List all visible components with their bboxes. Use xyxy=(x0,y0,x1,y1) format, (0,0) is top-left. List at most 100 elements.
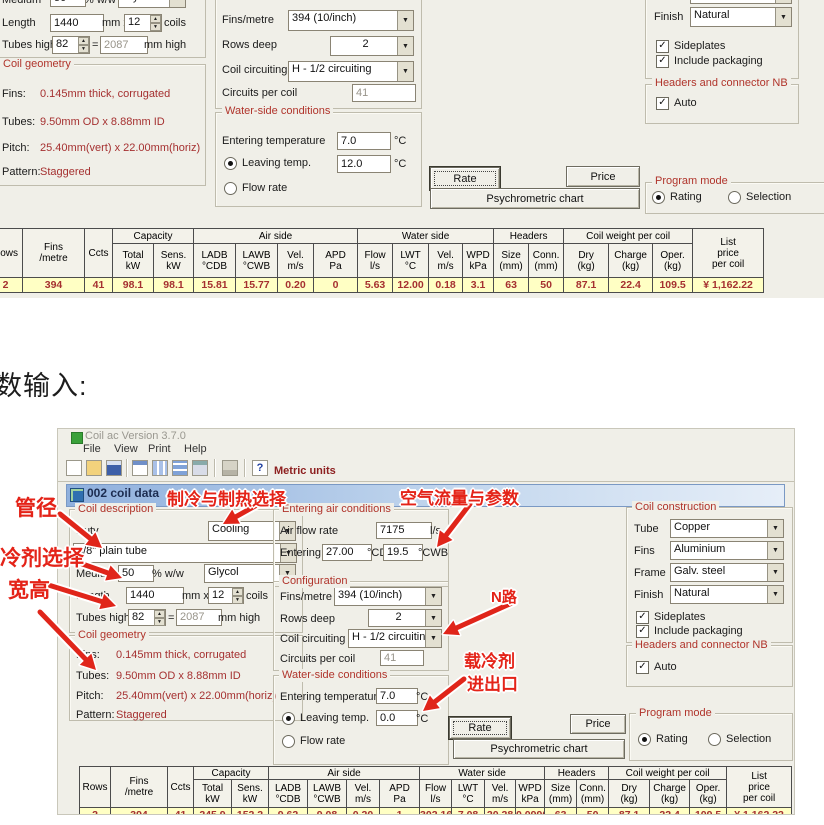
entering-temp-input[interactable]: 7.0 xyxy=(376,688,418,704)
entering-db-input[interactable]: 27.00 xyxy=(322,544,372,561)
menu-help[interactable]: Help xyxy=(184,443,207,455)
sideplates-checkbox[interactable]: ✓ Sideplates xyxy=(656,40,725,53)
frame-select[interactable]: Galv. steel ▼ xyxy=(670,563,784,582)
tubes-high-stepper[interactable]: 82 ▲ ▼ xyxy=(52,36,90,54)
save-icon[interactable] xyxy=(106,460,122,476)
fins-metre-select[interactable]: 394 (10/inch) ▼ xyxy=(334,587,442,606)
leaving-temp-radio[interactable]: Leaving temp. xyxy=(282,712,369,725)
leaving-temp-input[interactable]: 12.0 xyxy=(337,155,391,173)
grid-icon[interactable] xyxy=(172,460,188,476)
radio-on-icon[interactable] xyxy=(638,733,651,746)
checkmark-icon[interactable]: ✓ xyxy=(636,661,649,674)
new-icon[interactable] xyxy=(66,460,82,476)
tubes-high-stepper[interactable]: 82 ▲ ▼ xyxy=(128,609,166,626)
radio-off-icon[interactable] xyxy=(224,182,237,195)
medium-input[interactable]: 50 xyxy=(118,565,154,582)
coils-stepper[interactable]: 12 ▲ ▼ xyxy=(208,587,244,604)
radio-on-icon[interactable] xyxy=(224,157,237,170)
menu-print[interactable]: Print xyxy=(148,443,171,455)
radio-off-icon[interactable] xyxy=(282,735,295,748)
medium-input[interactable]: 50 xyxy=(50,0,86,7)
auto-checkbox[interactable]: ✓ Auto xyxy=(656,97,697,110)
flow-rate-radio[interactable]: Flow rate xyxy=(282,735,345,748)
open-icon[interactable] xyxy=(86,460,102,476)
spinner-down-icon[interactable]: ▼ xyxy=(154,618,165,626)
checkmark-icon[interactable]: ✓ xyxy=(656,55,669,68)
tube-select[interactable]: Copper ▼ xyxy=(670,519,784,538)
sideplates-checkbox[interactable]: ✓ Sideplates xyxy=(636,611,705,624)
chevron-down-icon[interactable]: ▼ xyxy=(397,37,413,55)
rows-deep-select[interactable]: 2 ▼ xyxy=(330,36,414,56)
rating-radio[interactable]: Rating xyxy=(638,733,688,746)
menu-view[interactable]: View xyxy=(114,443,138,455)
spinner-down-icon[interactable]: ▼ xyxy=(78,45,89,53)
leaving-temp-input[interactable]: 0.0 xyxy=(376,710,418,726)
radio-on-icon[interactable] xyxy=(282,712,295,725)
chevron-down-icon[interactable]: ▼ xyxy=(280,544,296,562)
coil-circuiting-select[interactable]: H - 1/2 circuiting ▼ xyxy=(288,61,414,82)
chevron-down-icon[interactable]: ▼ xyxy=(767,586,783,603)
tube-type-select[interactable]: 3/8" plain tube ▼ xyxy=(73,543,297,563)
radio-on-icon[interactable] xyxy=(652,191,665,204)
chevron-down-icon[interactable]: ▼ xyxy=(775,0,791,3)
packaging-checkbox[interactable]: ✓ Include packaging xyxy=(656,55,763,68)
chevron-down-icon[interactable]: ▼ xyxy=(397,62,413,81)
checkmark-icon[interactable]: ✓ xyxy=(636,625,649,638)
rate-button[interactable]: Rate xyxy=(449,717,511,739)
packaging-checkbox[interactable]: ✓ Include packaging xyxy=(636,625,743,638)
fins-metre-select[interactable]: 394 (10/inch) ▼ xyxy=(288,10,414,31)
length-input[interactable]: 1440 xyxy=(126,587,184,604)
print-icon[interactable] xyxy=(222,460,238,476)
finish-select[interactable]: Natural ▼ xyxy=(670,585,784,604)
entering-wb-input[interactable]: 19.5 xyxy=(383,544,423,561)
spinner-down-icon[interactable]: ▼ xyxy=(150,23,161,31)
air-flow-input[interactable]: 7175 xyxy=(376,522,432,539)
chevron-down-icon[interactable]: ▼ xyxy=(767,542,783,559)
chevron-down-icon[interactable]: ▼ xyxy=(425,610,441,626)
rows-deep-select[interactable]: 2 ▼ xyxy=(368,609,442,627)
checkmark-icon[interactable]: ✓ xyxy=(656,40,669,53)
coil-circuiting-select[interactable]: H - 1/2 circuiting ▼ xyxy=(348,629,442,648)
psychrometric-button[interactable]: Psychrometric chart xyxy=(453,739,625,759)
spinner-up-icon[interactable]: ▲ xyxy=(154,610,165,618)
window-icon[interactable] xyxy=(132,460,148,476)
chevron-down-icon[interactable]: ▼ xyxy=(279,522,295,540)
length-input[interactable]: 1440 xyxy=(50,14,104,32)
finish-select[interactable]: Natural ▼ xyxy=(690,7,792,27)
table-row[interactable]: 2 394 41 245.9 152.2 9.62 9.08 0.20 1 30… xyxy=(79,807,793,814)
coils-stepper[interactable]: 12 ▲ ▼ xyxy=(124,14,162,32)
table-icon[interactable] xyxy=(152,460,168,476)
spinner-down-icon[interactable]: ▼ xyxy=(232,596,243,604)
spinner-up-icon[interactable]: ▲ xyxy=(232,588,243,596)
flow-rate-radio[interactable]: Flow rate xyxy=(224,182,287,195)
chevron-down-icon[interactable]: ▼ xyxy=(767,520,783,537)
rate-button[interactable]: Rate xyxy=(430,167,500,190)
table-row[interactable]: 2 394 41 98.1 98.1 15.81 15.77 0.20 0 5.… xyxy=(0,277,765,293)
checkmark-icon[interactable]: ✓ xyxy=(656,97,669,110)
rating-radio[interactable]: Rating xyxy=(652,191,702,204)
chevron-down-icon[interactable]: ▼ xyxy=(425,588,441,605)
auto-checkbox[interactable]: ✓ Auto xyxy=(636,661,677,674)
chevron-down-icon[interactable]: ▼ xyxy=(767,564,783,581)
selection-radio[interactable]: Selection xyxy=(728,191,791,204)
chevron-down-icon[interactable]: ▼ xyxy=(397,11,413,30)
report-icon[interactable] xyxy=(192,460,208,476)
selection-radio[interactable]: Selection xyxy=(708,733,771,746)
psychrometric-button[interactable]: Psychrometric chart xyxy=(430,188,640,209)
chevron-down-icon[interactable]: ▼ xyxy=(169,0,185,7)
price-button[interactable]: Price xyxy=(570,714,626,734)
entering-temp-input[interactable]: 7.0 xyxy=(337,132,391,150)
spinner-up-icon[interactable]: ▲ xyxy=(78,37,89,45)
help-icon[interactable]: ? xyxy=(252,460,268,476)
chevron-down-icon[interactable]: ▼ xyxy=(775,8,791,26)
radio-off-icon[interactable] xyxy=(728,191,741,204)
spinner-up-icon[interactable]: ▲ xyxy=(150,15,161,23)
chevron-down-icon[interactable]: ▼ xyxy=(425,630,441,647)
radio-off-icon[interactable] xyxy=(708,733,721,746)
price-button[interactable]: Price xyxy=(566,166,640,187)
medium-fluid-select[interactable]: Glycol▼ xyxy=(118,0,186,8)
leaving-temp-radio[interactable]: Leaving temp. xyxy=(224,157,311,170)
frame-select[interactable]: ▼ xyxy=(690,0,792,4)
menu-file[interactable]: File xyxy=(83,443,101,455)
duty-select[interactable]: Cooling ▼ xyxy=(208,521,296,541)
